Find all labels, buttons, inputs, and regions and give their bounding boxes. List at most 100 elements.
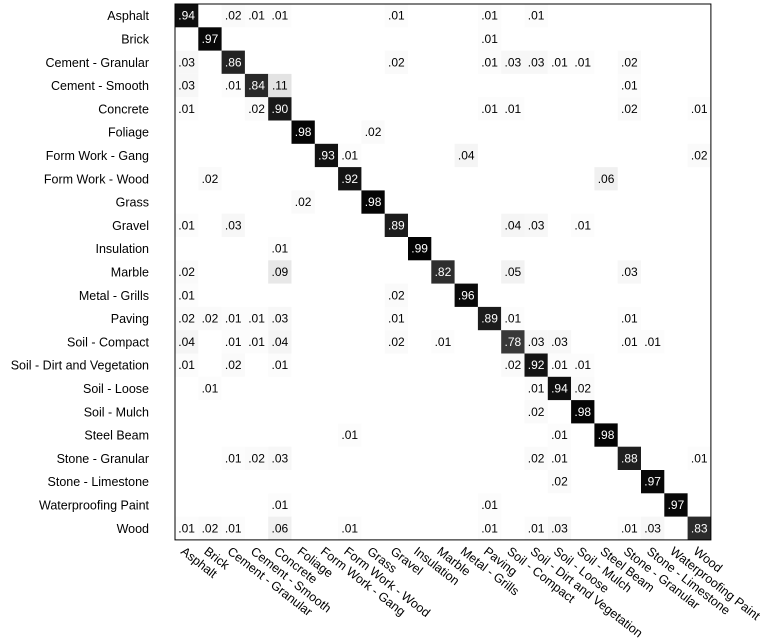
cell-value-label: .01 [574, 358, 591, 372]
matrix-cell [175, 50, 199, 74]
matrix-cell [244, 306, 269, 331]
matrix-cell [291, 120, 315, 144]
matrix-cell [175, 4, 199, 28]
row-label: Steel Beam [84, 429, 149, 443]
cell-value-label: .02 [505, 358, 522, 372]
matrix-cell [594, 167, 618, 191]
matrix-cell [338, 516, 362, 540]
matrix-cell [175, 330, 199, 354]
matrix-cell [221, 73, 245, 98]
cell-value-label: .01 [435, 335, 452, 349]
matrix-cell [547, 330, 572, 354]
cell-value-label: .04 [505, 218, 522, 232]
cell-value-label: .01 [178, 288, 195, 302]
cell-value-label: .01 [621, 521, 638, 535]
matrix-cell [198, 167, 222, 191]
cell-value-label: .03 [528, 55, 545, 69]
matrix-cell [594, 423, 618, 447]
matrix-cell [501, 306, 525, 331]
matrix-cell [477, 27, 502, 51]
row-label: Brick [121, 32, 150, 46]
cell-value-label: .03 [551, 521, 568, 535]
cell-value-label: .01 [505, 312, 522, 326]
cell-value-label: .02 [178, 265, 195, 279]
cell-value-label: .02 [202, 521, 219, 535]
cell-value-label: .97 [202, 32, 219, 46]
cell-value-label: .01 [272, 9, 289, 23]
matrix-cell [314, 143, 339, 168]
cell-value-label: .98 [295, 125, 312, 139]
cell-value-label: .01 [388, 9, 405, 23]
cell-value-label: .01 [574, 218, 591, 232]
matrix-cell [175, 213, 199, 237]
cell-value-label: .02 [225, 358, 242, 372]
row-label: Stone - Limestone [48, 475, 149, 489]
cell-value-label: .01 [178, 521, 195, 535]
cell-value-label: .01 [481, 55, 498, 69]
matrix-cell [641, 470, 665, 494]
cell-value-label: .78 [505, 335, 522, 349]
cell-value-label: .02 [202, 172, 219, 186]
matrix-cell [268, 353, 292, 377]
cell-value-label: .01 [481, 521, 498, 535]
matrix-cell [175, 306, 199, 331]
matrix-cell [641, 516, 665, 540]
cell-value-label: .99 [411, 242, 428, 256]
cell-value-label: .04 [178, 335, 195, 349]
cell-value-label: .01 [272, 242, 289, 256]
row-label: Soil - Compact [67, 335, 149, 349]
matrix-cell [571, 353, 595, 377]
matrix-cell [571, 376, 595, 401]
row-label: Asphalt [107, 9, 149, 23]
cell-value-label: .01 [225, 521, 242, 535]
cell-value-label: .01 [551, 358, 568, 372]
matrix-cell [268, 516, 292, 540]
matrix-cell [175, 283, 199, 307]
matrix-cell [361, 190, 385, 214]
matrix-cell [431, 330, 455, 354]
cell-value-label: .01 [644, 335, 661, 349]
matrix-cell [338, 423, 362, 447]
cell-value-label: .01 [691, 102, 708, 116]
row-label: Form Work - Gang [46, 149, 149, 163]
cell-value-label: .01 [272, 358, 289, 372]
cell-value-label: .98 [598, 428, 615, 442]
cell-value-label: .01 [574, 55, 591, 69]
row-label: Soil - Dirt and Vegetation [11, 359, 149, 373]
row-label: Soil - Loose [83, 382, 149, 396]
matrix-cell [268, 493, 292, 517]
matrix-cell [384, 4, 408, 28]
cell-value-label: .96 [458, 288, 475, 302]
matrix-cell [641, 330, 665, 354]
cell-value-label: .01 [225, 335, 242, 349]
matrix-cell [617, 97, 641, 121]
cell-value-label: .93 [318, 148, 335, 162]
matrix-cell [244, 446, 269, 470]
matrix-cell [198, 27, 222, 51]
plot-frame [174, 3, 712, 541]
cell-value-label: .09 [272, 265, 289, 279]
cell-value-label: .01 [481, 102, 498, 116]
matrix-cell [617, 73, 641, 98]
matrix-cell [244, 4, 269, 28]
matrix-cell [221, 50, 245, 74]
matrix-cell [617, 446, 641, 470]
matrix-cell [198, 516, 222, 540]
matrix-cell [524, 353, 548, 377]
matrix-cell [477, 4, 502, 28]
matrix-cell [244, 330, 269, 354]
matrix-cell [571, 213, 595, 237]
cell-value-label: .01 [551, 428, 568, 442]
matrix-cell [571, 50, 595, 74]
cell-value-label: .01 [248, 9, 265, 23]
cell-value-label: .02 [621, 55, 638, 69]
cell-value-label: .01 [388, 312, 405, 326]
cell-value-label: .03 [272, 451, 289, 465]
row-label: Soil - Mulch [84, 405, 149, 419]
cell-value-label: .92 [341, 172, 358, 186]
cell-value-label: .02 [528, 405, 545, 419]
matrix-cell [687, 97, 711, 121]
cell-value-label: .03 [621, 265, 638, 279]
cell-value-label: .02 [388, 288, 405, 302]
cell-value-label: .01 [341, 521, 358, 535]
